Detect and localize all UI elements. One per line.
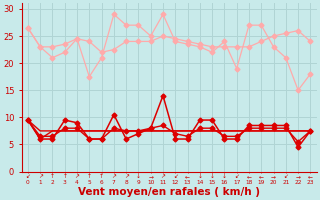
- X-axis label: Vent moyen/en rafales ( km/h ): Vent moyen/en rafales ( km/h ): [78, 187, 260, 197]
